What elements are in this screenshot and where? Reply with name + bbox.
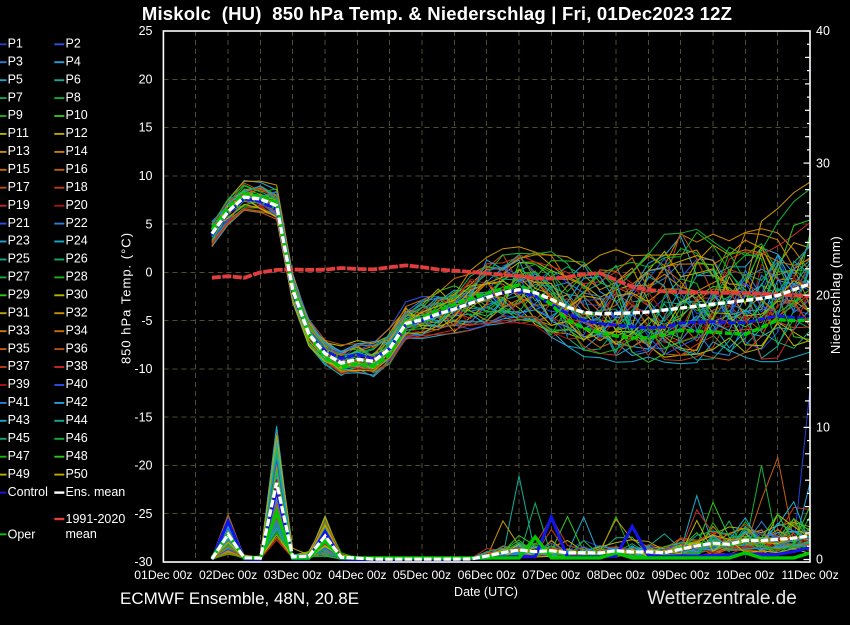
svg-text:mean: mean [66,527,97,541]
svg-text:P35: P35 [8,341,30,355]
svg-text:P13: P13 [8,144,30,158]
svg-text:P47: P47 [8,449,30,463]
svg-text:08Dec 00z: 08Dec 00z [587,568,645,582]
svg-text:-30: -30 [134,555,152,569]
svg-text:P43: P43 [8,413,30,427]
svg-text:P1: P1 [8,37,23,51]
svg-text:P19: P19 [8,198,30,212]
svg-text:P16: P16 [66,162,88,176]
svg-text:P6: P6 [66,72,81,86]
svg-text:02Dec 00z: 02Dec 00z [199,568,257,582]
svg-text:P3: P3 [8,54,23,68]
svg-text:P11: P11 [8,126,29,140]
svg-text:0: 0 [816,553,823,567]
svg-text:P40: P40 [66,377,88,391]
svg-text:1991-2020: 1991-2020 [66,512,126,526]
svg-text:P29: P29 [8,288,30,302]
svg-text:P5: P5 [8,72,23,86]
svg-text:P32: P32 [66,305,88,319]
svg-text:P45: P45 [8,431,30,445]
svg-text:ECMWF Ensemble, 48N, 20.8E: ECMWF Ensemble, 48N, 20.8E [120,589,359,608]
svg-text:P48: P48 [66,449,88,463]
svg-text:25: 25 [139,24,153,38]
svg-text:Control: Control [8,485,48,499]
svg-text:P12: P12 [66,126,88,140]
svg-text:P50: P50 [66,467,88,481]
svg-text:P21: P21 [8,216,30,230]
svg-text:20: 20 [816,288,830,302]
svg-text:P23: P23 [8,234,30,248]
svg-text:P14: P14 [66,144,88,158]
svg-text:-10: -10 [134,362,152,376]
svg-text:Wetterzentrale.de: Wetterzentrale.de [647,588,797,609]
svg-text:P24: P24 [66,234,88,248]
svg-text:P37: P37 [8,359,30,373]
svg-text:05Dec 00z: 05Dec 00z [393,568,451,582]
svg-text:P42: P42 [66,395,88,409]
svg-text:P41: P41 [8,395,30,409]
svg-text:09Dec 00z: 09Dec 00z [652,568,710,582]
svg-text:-15: -15 [134,410,152,424]
svg-text:5: 5 [146,217,153,231]
svg-text:P7: P7 [8,90,23,104]
svg-text:P44: P44 [66,413,88,427]
svg-text:P34: P34 [66,323,88,337]
svg-text:P22: P22 [66,216,88,230]
svg-text:P36: P36 [66,341,88,355]
svg-text:P25: P25 [8,252,30,266]
svg-text:P9: P9 [8,108,23,122]
svg-text:850 hPa Temp. (°C): 850 hPa Temp. (°C) [119,232,134,364]
svg-text:30: 30 [816,156,830,170]
svg-text:P49: P49 [8,467,30,481]
svg-text:07Dec 00z: 07Dec 00z [522,568,580,582]
svg-text:P26: P26 [66,252,88,266]
svg-text:-5: -5 [141,314,152,328]
svg-text:P4: P4 [66,54,81,68]
svg-text:P46: P46 [66,431,88,445]
svg-text:-20: -20 [134,459,152,473]
svg-text:Niederschlag (mm): Niederschlag (mm) [828,236,843,354]
svg-text:P17: P17 [8,180,30,194]
svg-text:P30: P30 [66,288,88,302]
svg-text:P27: P27 [8,270,30,284]
svg-text:P15: P15 [8,162,30,176]
svg-text:-25: -25 [134,507,152,521]
svg-text:20: 20 [139,73,153,87]
svg-text:Miskolc (HU) 850 hPa Temp. &: Miskolc (HU) 850 hPa Temp. & Niederschla… [142,3,732,24]
svg-text:11Dec 00z: 11Dec 00z [781,568,838,582]
svg-text:Ens. mean: Ens. mean [66,485,126,499]
svg-text:P20: P20 [66,198,88,212]
svg-text:P28: P28 [66,270,88,284]
svg-text:01Dec 00z: 01Dec 00z [134,568,192,582]
svg-text:15: 15 [139,121,153,135]
svg-text:03Dec 00z: 03Dec 00z [264,568,322,582]
svg-text:10Dec 00z: 10Dec 00z [716,568,774,582]
svg-text:P39: P39 [8,377,30,391]
svg-text:0: 0 [146,266,153,280]
svg-text:04Dec 00z: 04Dec 00z [328,568,386,582]
svg-text:P8: P8 [66,90,81,104]
svg-text:40: 40 [816,24,830,38]
svg-text:10: 10 [816,421,830,435]
svg-text:Oper: Oper [8,527,36,541]
svg-text:Date (UTC): Date (UTC) [454,585,518,599]
svg-text:P31: P31 [8,305,30,319]
svg-text:P18: P18 [66,180,88,194]
svg-text:P2: P2 [66,37,81,51]
svg-text:P10: P10 [66,108,88,122]
svg-text:P33: P33 [8,323,30,337]
svg-text:P38: P38 [66,359,88,373]
svg-text:10: 10 [139,169,153,183]
svg-text:06Dec 00z: 06Dec 00z [458,568,516,582]
